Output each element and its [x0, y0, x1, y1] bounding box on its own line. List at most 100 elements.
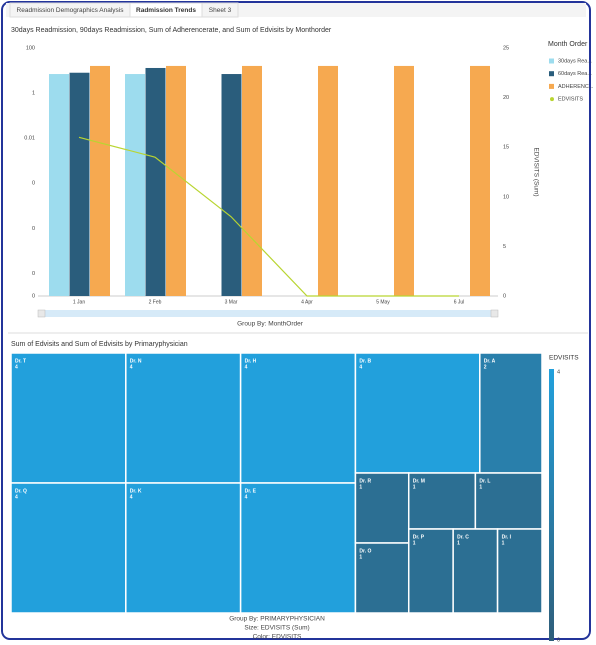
- cell-value: 4: [245, 494, 248, 500]
- x-tick-label: 4 Apr: [301, 299, 313, 305]
- y2-tick-label: 0: [503, 293, 506, 299]
- legend-marker: [550, 97, 554, 102]
- cell-value: 1: [502, 540, 505, 546]
- legend-label: EDVISITS: [558, 97, 583, 103]
- cell-value: 1: [479, 484, 482, 490]
- bar: [145, 67, 166, 296]
- legend-label: 30days Rea...: [558, 58, 592, 64]
- treemap-cell: [407, 528, 454, 614]
- cell-label: Dr. Q: [15, 488, 27, 494]
- cell-value: 4: [359, 364, 362, 370]
- tab-label[interactable]: Readmission Demographics Analysis: [17, 7, 125, 14]
- chart-title: Sum of Edvisits and Sum of Edvisits by P…: [11, 341, 188, 348]
- cell-label: Dr. R: [359, 478, 371, 484]
- cell-label: Dr. I: [502, 534, 512, 540]
- chart-title: 30days Readmission, 90days Readmission, …: [11, 27, 332, 34]
- bar: [221, 74, 242, 297]
- y2-tick-label: 20: [503, 95, 509, 101]
- x-tick-label: 1 Jan: [73, 299, 85, 305]
- legend-marker: [549, 83, 554, 89]
- cell-value: 1: [413, 540, 416, 546]
- x-tick-label: 3 Mar: [225, 299, 238, 305]
- y-tick-label: 0: [32, 226, 35, 232]
- y2-tick-label: 15: [503, 145, 509, 151]
- cell-label: Dr. A: [484, 358, 496, 364]
- treemap-cell: [479, 352, 543, 474]
- bar: [90, 65, 110, 296]
- cell-value: 1: [457, 540, 460, 546]
- cell-value: 1: [359, 484, 362, 490]
- y-tick-label: 0: [32, 181, 35, 187]
- cell-value: 1: [359, 554, 362, 560]
- treemap-cell: [496, 528, 543, 614]
- cell-label: Dr. L: [479, 478, 490, 484]
- colorbar-title: EDVISITS: [549, 355, 579, 362]
- y2-axis-title: EDVISITS (Sum): [532, 147, 539, 196]
- cell-value: 4: [15, 364, 18, 370]
- cell-value: 4: [245, 364, 248, 370]
- bar: [49, 74, 69, 297]
- treemap-cell: [239, 352, 357, 484]
- bar: [394, 65, 414, 296]
- treemap-cell: [125, 482, 242, 614]
- footer-label: Group By: PRIMARYPHYSICIAN: [229, 616, 325, 623]
- cell-value: 4: [130, 494, 133, 500]
- y-tick-label: 100: [26, 45, 35, 51]
- bar: [69, 72, 90, 296]
- cell-label: Dr. M: [413, 478, 425, 484]
- tab[interactable]: [201, 2, 239, 18]
- cell-label: Dr. C: [457, 534, 469, 540]
- legend-title: Month Order: [548, 41, 588, 48]
- y2-tick-label: 25: [503, 45, 509, 51]
- treemap-cell: [354, 542, 410, 614]
- colorbar-tick-label: 0: [557, 637, 560, 643]
- colorbar-tick-label: 4: [557, 369, 560, 375]
- treemap-cell: [10, 482, 127, 614]
- x-tick-label: 6 Jul: [454, 299, 465, 305]
- bar: [318, 65, 338, 296]
- bar: [470, 65, 490, 296]
- cell-label: Dr. E: [245, 488, 257, 494]
- legend-label: ADHERENC...: [558, 84, 594, 90]
- y-tick-label: 1: [32, 91, 35, 97]
- cell-label: Dr. T: [15, 358, 26, 364]
- treemap-cell: [10, 352, 127, 484]
- scroll-handle[interactable]: [37, 309, 46, 318]
- legend-marker: [549, 71, 554, 77]
- bar: [125, 74, 145, 297]
- cell-label: Dr. K: [130, 488, 142, 494]
- x-tick-label: 5 May: [376, 299, 390, 305]
- bar: [242, 65, 262, 296]
- x-tick-label: 2 Feb: [149, 299, 162, 305]
- tab-label[interactable]: Radmission Trends: [136, 7, 196, 14]
- tab-label[interactable]: Sheet 3: [209, 7, 232, 14]
- cell-label: Dr. B: [359, 358, 371, 364]
- x-axis-title: Group By: MonthOrder: [237, 321, 304, 328]
- treemap-cell: [354, 352, 481, 474]
- legend-label: 60days Rea...: [558, 71, 592, 77]
- footer-label: Color: EDVISITS: [253, 634, 302, 641]
- treemap-cell: [125, 352, 242, 484]
- footer-label: Size: EDVISITS (Sum): [244, 625, 309, 632]
- cell-label: Dr. O: [359, 548, 371, 554]
- y2-tick-label: 10: [503, 194, 509, 200]
- y2-tick-label: 5: [503, 244, 506, 250]
- y-tick-label: 0: [32, 293, 35, 299]
- cell-value: 2: [484, 364, 487, 370]
- line: [78, 136, 459, 297]
- y-tick-label: 0.01: [24, 136, 35, 142]
- cell-value: 4: [15, 494, 18, 500]
- cell-value: 1: [413, 484, 416, 490]
- treemap-cell: [239, 482, 357, 614]
- legend-marker: [549, 58, 554, 64]
- y-tick-label: 0: [32, 271, 35, 277]
- cell-label: Dr. P: [413, 534, 425, 540]
- scrollbar[interactable]: [38, 310, 498, 317]
- bar: [166, 65, 186, 296]
- treemap-cell: [474, 472, 543, 530]
- scroll-handle[interactable]: [490, 309, 499, 318]
- cell-label: Dr. N: [130, 358, 142, 364]
